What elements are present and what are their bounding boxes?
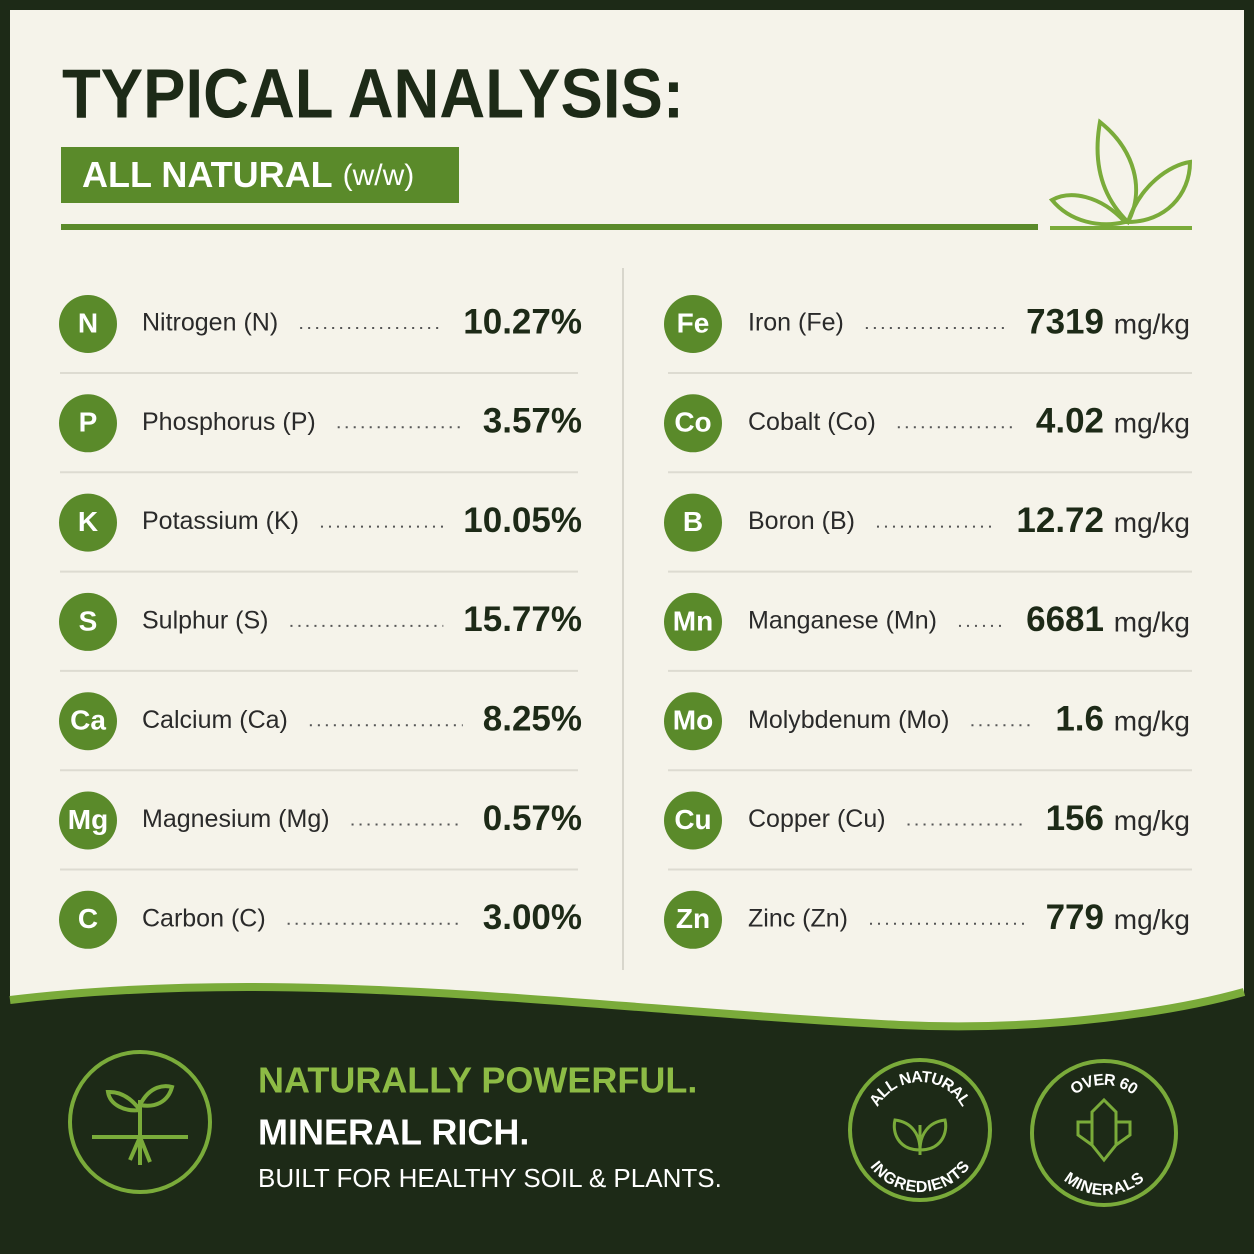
- element-name: Molybdenum (Mo): [748, 706, 949, 734]
- symbol-circle: [59, 493, 117, 552]
- value: 3.57%: [483, 402, 582, 441]
- unit: mg/kg: [1114, 507, 1190, 538]
- symbol-circle: [59, 295, 117, 353]
- element-name: Nitrogen (N): [142, 309, 278, 337]
- unit: mg/kg: [1114, 904, 1190, 935]
- symbol-circle: [664, 295, 722, 353]
- unit: mg/kg: [1114, 805, 1190, 836]
- value: 7319: [1026, 302, 1104, 341]
- symbol-circle: [664, 592, 722, 651]
- symbol-circle: [664, 791, 722, 850]
- value: 3.00%: [483, 898, 582, 937]
- value: 8.25%: [483, 699, 582, 738]
- symbol-circle: [59, 692, 117, 751]
- element-name: Calcium (Ca): [142, 706, 288, 734]
- symbol-circle: [664, 890, 722, 949]
- value: 4.02: [1036, 402, 1104, 441]
- element-name: Potassium (K): [142, 507, 299, 535]
- footer-bg: [10, 986, 1244, 1254]
- unit: mg/kg: [1114, 308, 1190, 339]
- element-name: Sulphur (S): [142, 607, 268, 635]
- symbol: Mn: [673, 605, 713, 636]
- symbol-circle: [59, 791, 117, 850]
- rule: [61, 224, 1038, 230]
- value: 10.27%: [463, 302, 582, 341]
- subtitle-bg: [61, 147, 459, 203]
- footer-line2: MINERAL RICH.: [258, 1112, 529, 1153]
- title: TYPICAL ANALYSIS:: [62, 54, 684, 132]
- symbol: N: [78, 307, 98, 338]
- value: 0.57%: [483, 799, 582, 838]
- element-name: Cobalt (Co): [748, 408, 876, 436]
- footer-line3: BUILT FOR HEALTHY SOIL & PLANTS.: [258, 1163, 722, 1193]
- element-name: Magnesium (Mg): [142, 805, 330, 833]
- subtitle-note: (w/w): [343, 159, 415, 192]
- symbol-circle: [664, 394, 722, 453]
- symbol: Fe: [677, 307, 710, 338]
- subtitle: ALL NATURAL (w/w): [82, 154, 414, 195]
- leaf-icon: [1048, 118, 1193, 230]
- symbol: K: [78, 506, 98, 537]
- symbol-circle: [59, 890, 117, 949]
- subtitle-main: ALL NATURAL: [82, 154, 333, 195]
- value: 6681: [1026, 600, 1104, 639]
- footer-icon: [68, 1050, 212, 1194]
- symbol: Mo: [673, 705, 713, 736]
- symbol: S: [79, 605, 98, 636]
- element-name: Boron (B): [748, 507, 855, 535]
- element-name: Zinc (Zn): [748, 904, 848, 932]
- symbol-circle: [664, 692, 722, 751]
- symbol: C: [78, 903, 98, 934]
- symbol-circle: [59, 394, 117, 453]
- value: 1.6: [1055, 699, 1104, 738]
- symbol: Ca: [70, 705, 106, 736]
- element-name: Carbon (C): [142, 904, 266, 932]
- unit: mg/kg: [1114, 706, 1190, 737]
- unit: mg/kg: [1114, 606, 1190, 637]
- symbol-circle: [59, 592, 117, 651]
- value: 156: [1046, 799, 1104, 838]
- symbol: Zn: [676, 903, 710, 934]
- element-name: Iron (Fe): [748, 309, 844, 337]
- element-name: Copper (Cu): [748, 805, 886, 833]
- element-name: Manganese (Mn): [748, 607, 937, 635]
- symbol: Mg: [68, 804, 108, 835]
- symbol: P: [79, 407, 98, 438]
- symbol: Co: [674, 407, 711, 438]
- value: 15.77%: [463, 600, 582, 639]
- footer-line1: NATURALLY POWERFUL.: [258, 1060, 697, 1101]
- symbol: Cu: [674, 804, 711, 835]
- symbol: B: [683, 506, 703, 537]
- value: 779: [1046, 898, 1104, 937]
- value: 10.05%: [463, 501, 582, 540]
- value: 12.72: [1016, 501, 1104, 540]
- element-name: Phosphorus (P): [142, 408, 316, 436]
- unit: mg/kg: [1114, 408, 1190, 439]
- wave: [9, 982, 1246, 1031]
- symbol-circle: [664, 493, 722, 552]
